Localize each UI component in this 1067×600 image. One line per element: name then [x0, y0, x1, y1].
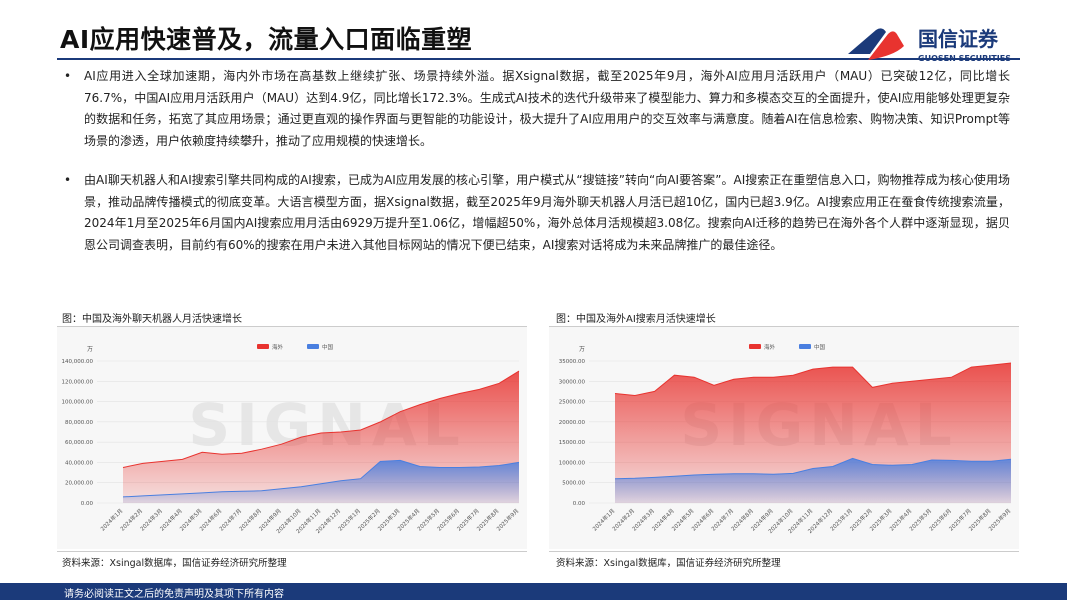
- legend-swatch: [257, 344, 269, 349]
- chart-caption: 图：中国及海外聊天机器人月活快速增长: [62, 314, 242, 325]
- y-unit: 万: [579, 346, 585, 353]
- y-tick-label: 140,000.00: [62, 359, 94, 365]
- chart: SIGNAL万0.005000.0010000.0015000.0020000.…: [549, 327, 1019, 549]
- y-unit: 万: [87, 346, 93, 353]
- chart-panel: SIGNAL 万 0.00 20,000.00 40,000.00 60,000.00 80…: [57, 326, 527, 552]
- y-tick-label: 0.00: [573, 501, 586, 507]
- y-tick-label: 80,000.00: [65, 420, 93, 426]
- y-tick-label: 20000.00: [559, 420, 586, 426]
- title: AI应用快速普及，流量入口面临重塑: [60, 25, 473, 54]
- chart-panel: SIGNAL万0.005000.0010000.0015000.0020000.…: [549, 326, 1019, 552]
- series-line: [122, 370, 520, 468]
- title-rule: [57, 58, 1020, 60]
- bullet: • 由AI聊天机器人和AI搜索引擎共同构成的AI搜索，已成为AI应用发展的核心引擎…: [64, 170, 1010, 256]
- y-tick-label: 40,000.00: [65, 460, 93, 466]
- y-tick-label: 30000.00: [559, 379, 586, 385]
- source-note: 资料来源：Xsingal数据库，国信证券经济研究所整理: [62, 558, 287, 569]
- footer-bar: 请务必阅读正文之后的免责声明及其项下所有内容: [0, 583, 1067, 600]
- legend-label: 中国: [322, 343, 334, 351]
- y-tick-label: 35000.00: [559, 359, 586, 365]
- bullet-text: AI应用进入全球加速期，海内外市场在高基数上继续扩张、场景持续外溢。据Xsign…: [84, 69, 1010, 148]
- series-line: [122, 459, 520, 498]
- y-tick-label: 20,000.00: [65, 481, 93, 487]
- legend-swatch: [307, 344, 319, 349]
- legend-swatch: [799, 344, 811, 349]
- area: [615, 458, 1011, 503]
- y-tick-label: 15000.00: [559, 440, 586, 446]
- y-tick-label: 10000.00: [559, 460, 586, 466]
- legend-label: 海外: [764, 343, 776, 351]
- footer-text: 请务必阅读正文之后的免责声明及其项下所有内容: [64, 589, 284, 600]
- y-tick-label: 60,000.00: [65, 440, 93, 446]
- y-tick-label: 100,000.00: [62, 400, 94, 406]
- area: [123, 460, 519, 503]
- y-tick-label: 120,000.00: [62, 379, 94, 385]
- legend-label: 中国: [814, 343, 826, 351]
- series-line: [614, 362, 1012, 397]
- bullet: • AI应用进入全球加速期，海内外市场在高基数上继续扩张、场景持续外溢。据Xsig…: [64, 66, 1010, 152]
- logo-mark-blue: [848, 28, 886, 54]
- logo-mark-red: [868, 31, 904, 60]
- source-note: 资料来源：Xsingal数据库，国信证券经济研究所整理: [556, 558, 781, 569]
- logo: 国信证券 GUOSEN SECURITIES: [848, 27, 1011, 63]
- chart: SIGNAL万0.0020,000.0040,000.0060,000.0080…: [57, 327, 527, 549]
- y-tick-label: 5000.00: [562, 481, 585, 487]
- bullet-text: 由AI聊天机器人和AI搜索引擎共同构成的AI搜索，已成为AI应用发展的核心引擎，…: [84, 173, 1010, 252]
- chart-caption: 图：中国及海外AI搜索月活快速增长: [556, 314, 716, 325]
- series-line: [614, 457, 1012, 480]
- y-tick-label: 25000.00: [559, 400, 586, 406]
- legend-label: 海外: [272, 343, 284, 351]
- logo-en: GUOSEN SECURITIES: [918, 54, 1011, 63]
- y-tick-label: 0.00: [81, 501, 94, 507]
- legend-swatch: [749, 344, 761, 349]
- logo-name: 国信证券: [918, 27, 999, 51]
